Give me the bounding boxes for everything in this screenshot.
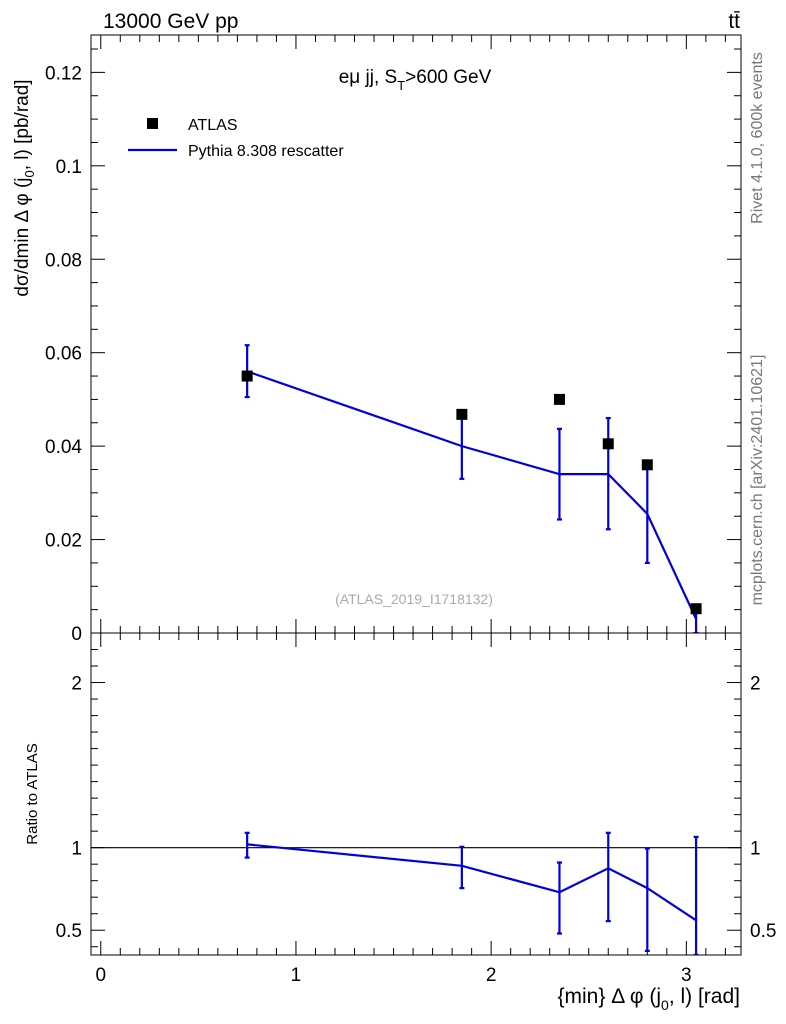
ratio-mc-line [247, 843, 697, 922]
main-data-points [241, 370, 702, 615]
ratio-xtick-label: 2 [486, 965, 497, 986]
ratio-ytick-label-right: 0.5 [750, 921, 776, 942]
ratio-ytick-label-left: 1 [71, 839, 82, 860]
ratio-ytick-label-right: 1 [750, 839, 761, 860]
main-ytick-label: 0.1 [56, 157, 82, 178]
ratio-ytick-label-left: 0.5 [56, 921, 82, 942]
main-watermark: (ATLAS_2019_I1718132) [335, 591, 493, 607]
main-data-point [241, 370, 253, 382]
main-panel: 0 0.02 0.04 0.06 0.08 0.1 0.12 (ATLAS_2019_I17… [12, 34, 742, 645]
ratio-xtick-label: 1 [291, 965, 302, 986]
main-axis-ticks: 0 0.02 0.04 0.06 0.08 0.1 0.12 [45, 35, 741, 645]
main-mc-series [244, 344, 699, 633]
ratio-mc-series [91, 831, 741, 955]
main-data-point [456, 408, 468, 420]
main-data-point [602, 438, 614, 450]
legend-label-pythia: Pythia 8.308 rescatter [188, 143, 344, 160]
main-ytick-label: 0.12 [45, 63, 82, 84]
legend-marker-atlas [147, 118, 158, 129]
mcplots-label: mcplots.cern.ch [arXiv:2401.10621] [749, 355, 766, 606]
main-mc-line [246, 370, 698, 620]
main-legend: ATLAS Pythia 8.308 rescatter [128, 117, 344, 160]
ratio-frame [90, 632, 742, 956]
ratio-xlabel: {min} Δ φ (j0, l) [rad] [558, 985, 741, 1013]
ratio-ylabel: Ratio to ATLAS [24, 743, 41, 844]
legend-label-atlas: ATLAS [188, 117, 238, 134]
main-ylabel: dσ/dmin Δ φ (j0, l) [pb/rad] [12, 79, 37, 296]
process-label: tt̄ [728, 10, 740, 33]
ratio-ytick-label-left: 2 [71, 674, 82, 695]
main-title: eμ jj, ST>600 GeV [339, 67, 492, 93]
ratio-xtick-label: 0 [95, 965, 106, 986]
main-data-point [553, 393, 565, 405]
main-data-point [690, 603, 702, 615]
rivet-label: Rivet 4.1.0, 600k events [749, 52, 766, 224]
collision-label: 13000 GeV pp [103, 10, 238, 33]
ratio-xtick-label: 3 [681, 965, 692, 986]
ratio-ytick-label-right: 2 [750, 674, 761, 695]
main-ytick-label: 0.08 [45, 250, 82, 271]
ratio-panel: 0 1 2 3 0.5 0.5 1 1 2 2 Ratio to ATLAS {min} Δ φ … [24, 632, 776, 1013]
main-ytick-label: 0 [71, 624, 82, 645]
main-ytick-label: 0.02 [45, 531, 82, 552]
main-ytick-label: 0.04 [45, 437, 82, 458]
main-data-point [641, 459, 653, 471]
ratio-axis-ticks: 0 1 2 3 0.5 0.5 1 1 2 2 [56, 632, 776, 986]
main-ytick-label: 0.06 [45, 344, 82, 365]
